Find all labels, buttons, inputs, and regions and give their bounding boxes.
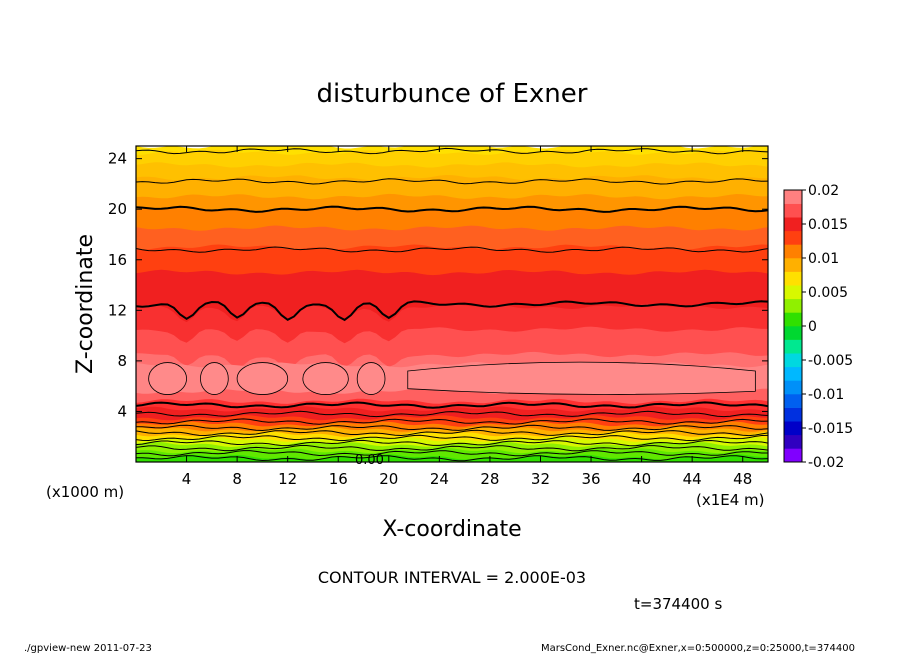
x-axis-label: X-coordinate <box>382 517 521 542</box>
contour-line <box>135 178 769 185</box>
x-tick-label: 20 <box>379 470 398 488</box>
x-tick-label: 36 <box>581 470 600 488</box>
contour-line <box>135 450 768 457</box>
colorbar-swatch <box>784 366 802 381</box>
colorbar-swatch <box>784 394 802 408</box>
x-tick-label: 4 <box>182 470 192 488</box>
colorbar-label: 0.01 <box>808 251 839 267</box>
contour-line <box>135 410 769 418</box>
x-tick-label: 8 <box>232 470 242 488</box>
pressure-cell <box>200 362 229 395</box>
contour-line <box>135 434 769 442</box>
colorbar-swatch <box>784 298 802 313</box>
pressure-cell <box>356 362 386 395</box>
colorbar-swatch <box>784 190 802 204</box>
high-pressure-cells <box>148 361 756 395</box>
x-unit-right: (x1E4 m) <box>696 491 765 509</box>
y-tick-label: 12 <box>108 301 127 319</box>
contour-line <box>135 300 769 322</box>
colorbar-labels: 0.02 0.015 0.01 0.005 0 -0.005 -0.01 -0.015 -0.0… <box>802 183 853 471</box>
colorbar-label: 0.02 <box>808 183 839 199</box>
time-text: t=374400 s <box>634 595 722 613</box>
contour-line <box>135 445 769 452</box>
colorbar-label: 0.005 <box>808 285 848 301</box>
colorbar-swatch <box>784 421 802 436</box>
x-tick-label: 40 <box>632 470 651 488</box>
colorbar-label: -0.01 <box>808 387 844 403</box>
colorbar-swatch <box>784 353 802 368</box>
y-axis-ticks: 4 8 12 16 20 24 <box>108 150 768 420</box>
plot-frame <box>135 145 769 463</box>
pressure-cell <box>236 362 289 395</box>
contour-line <box>136 424 769 432</box>
contour-line <box>135 205 769 213</box>
colorbar-swatch <box>784 448 802 463</box>
contour-line <box>135 418 769 425</box>
y-tick-label: 20 <box>108 200 127 218</box>
contour-lines <box>135 147 769 462</box>
colorbar-label: 0.015 <box>808 217 848 233</box>
contour-line <box>135 455 769 462</box>
colorbar-label: 0 <box>808 319 817 335</box>
y-axis-label: Z-coordinate <box>73 234 98 374</box>
y-tick-label: 24 <box>108 150 127 168</box>
colorbar-label: -0.02 <box>808 455 844 471</box>
colorbar-swatch <box>784 203 802 218</box>
pressure-cell <box>302 362 349 395</box>
pressure-cell-large <box>407 361 756 395</box>
x-tick-label: 16 <box>329 470 348 488</box>
colorbar-swatch <box>784 271 802 286</box>
contour-fill-bands <box>136 146 768 463</box>
contour-interval-text: CONTOUR INTERVAL = 2.000E-03 <box>318 568 586 587</box>
colorbar-swatch <box>784 380 802 395</box>
y-tick-label: 4 <box>117 402 127 420</box>
chart-title: disturbunce of Exner <box>317 79 588 109</box>
footer-right: MarsCond_Exner.nc@Exner,x=0:500000,z=0:2… <box>541 643 855 654</box>
x-axis-ticks: 4 8 12 16 20 24 28 32 36 40 44 48 <box>182 146 752 488</box>
pressure-cell <box>148 362 187 395</box>
colorbar-swatch <box>784 339 802 354</box>
colorbar-label: -0.015 <box>808 421 853 437</box>
contour-line <box>135 429 769 437</box>
colorbar-swatch <box>784 434 802 449</box>
y-tick-label: 16 <box>108 251 127 269</box>
x-unit-left: (x1000 m) <box>46 483 124 501</box>
x-tick-label: 44 <box>683 470 702 488</box>
colorbar-swatch <box>784 312 802 327</box>
plot-area <box>135 145 769 463</box>
x-tick-label: 24 <box>430 470 449 488</box>
contour-line <box>135 439 769 447</box>
contour-line <box>135 246 769 253</box>
contour-line <box>135 147 769 155</box>
colorbar-swatch <box>784 326 802 340</box>
colorbar-swatch <box>784 407 802 422</box>
colorbar-swatch <box>784 285 802 300</box>
colorbar-swatch <box>784 258 802 272</box>
x-tick-label: 12 <box>278 470 297 488</box>
colorbar-swatch <box>784 230 802 245</box>
y-tick-label: 8 <box>117 352 127 370</box>
contour-zero-label: 0.00 <box>355 453 384 468</box>
footer-left: ./gpview-new 2011-07-23 <box>24 643 152 654</box>
contour-line <box>135 401 769 409</box>
x-tick-label: 48 <box>733 470 752 488</box>
colorbar-swatch <box>784 244 802 259</box>
colorbar-swatch <box>784 217 802 232</box>
colorbar <box>783 189 803 463</box>
x-tick-label: 28 <box>480 470 499 488</box>
colorbar-label: -0.005 <box>808 353 853 369</box>
x-tick-label: 32 <box>531 470 550 488</box>
